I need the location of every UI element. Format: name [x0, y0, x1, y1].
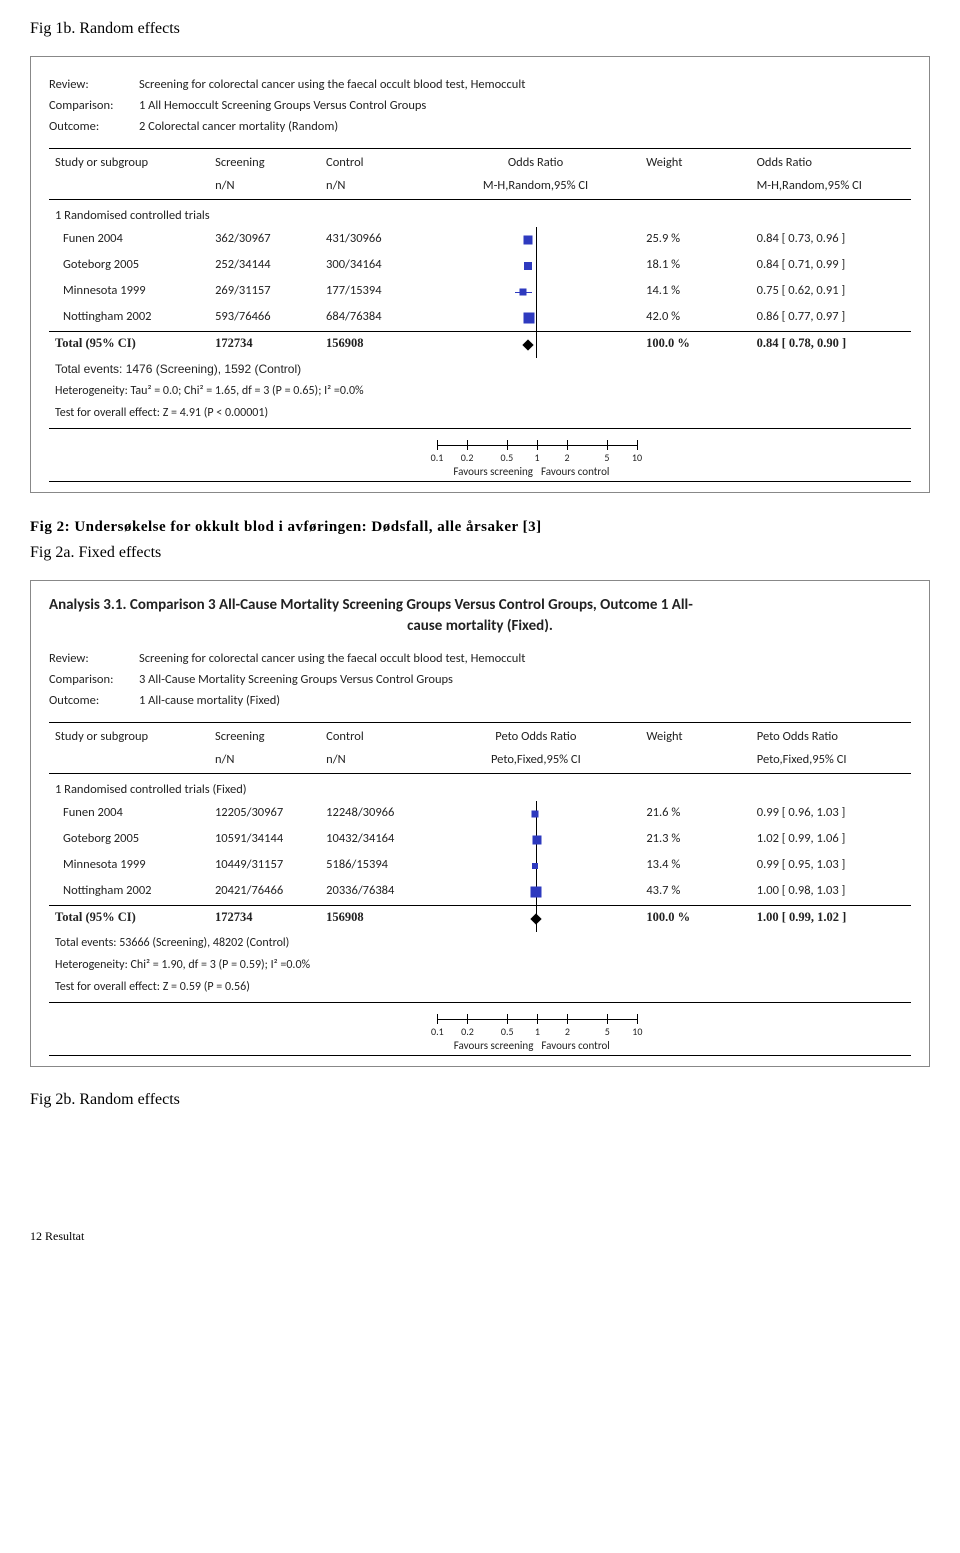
note-5: Heterogeneity: Chi² = 1.90, df = 3 (P = …: [49, 954, 911, 976]
total-label: Total (95% CI): [49, 332, 209, 359]
total-ctl: 156908: [320, 332, 431, 359]
total-scr-2: 172734: [209, 906, 320, 933]
forest-table-1: Study or subgroup Screening Control Odds…: [49, 148, 911, 482]
forest-plot-box-1: Review:Screening for colorectal cancer u…: [30, 56, 930, 493]
effect-sub: M-H,Random,95% CI: [431, 174, 640, 200]
meta-review-label-2: Review:: [49, 651, 139, 666]
col-effect: Odds Ratio: [431, 149, 640, 175]
col-ci: Odds Ratio: [751, 149, 911, 175]
col-study-2: Study or subgroup: [49, 723, 209, 749]
note-1: Total events: 1476 (Screening), 1592 (Co…: [49, 358, 911, 380]
effect-sub-2: Peto,Fixed,95% CI: [431, 748, 640, 774]
meta-out-label: Outcome:: [49, 119, 139, 134]
nN-4: n/N: [320, 748, 431, 774]
meta-review-val-2: Screening for colorectal cancer using th…: [139, 651, 525, 666]
table-row: Nottingham 200220421/7646620336/7638443.…: [49, 879, 911, 906]
col-ci-2: Peto Odds Ratio: [751, 723, 911, 749]
analysis-title: Analysis 3.1. Comparison 3 All-Cause Mor…: [49, 595, 911, 637]
col-ctl-2: Control: [320, 723, 431, 749]
subgroup-1: 1 Randomised controlled trials: [49, 200, 911, 228]
meta-out-label-2: Outcome:: [49, 693, 139, 708]
meta-review-val: Screening for colorectal cancer using th…: [139, 77, 525, 92]
meta-comp-label-2: Comparison:: [49, 672, 139, 687]
col-scr-2: Screening: [209, 723, 320, 749]
forest-plot-box-2: Analysis 3.1. Comparison 3 All-Cause Mor…: [30, 580, 930, 1067]
table-row: Minnesota 1999269/31157177/1539414.1 %0.…: [49, 279, 911, 305]
meta-comp-label: Comparison:: [49, 98, 139, 113]
col-scr: Screening: [209, 149, 320, 175]
note-4: Total events: 53666 (Screening), 48202 (…: [49, 932, 911, 954]
total-wt: 100.0 %: [640, 332, 751, 359]
table-row: Goteborg 2005252/34144300/3416418.1 %0.8…: [49, 253, 911, 279]
fig2a-caption: Fig 2a. Fixed effects: [30, 544, 930, 562]
page-footer: 12 Resultat: [30, 1229, 930, 1244]
effect-sub-r-2: Peto,Fixed,95% CI: [751, 748, 911, 774]
note-3: Test for overall effect: Z = 4.91 (P < 0…: [49, 402, 911, 429]
total-scr: 172734: [209, 332, 320, 359]
nN-2: n/N: [320, 174, 431, 200]
col-effect-2: Peto Odds Ratio: [431, 723, 640, 749]
col-ctl: Control: [320, 149, 431, 175]
meta-comp-val: 1 All Hemoccult Screening Groups Versus …: [139, 98, 426, 113]
nN-1: n/N: [209, 174, 320, 200]
meta-out-val: 2 Colorectal cancer mortality (Random): [139, 119, 338, 134]
col-study: Study or subgroup: [49, 149, 209, 175]
table-row: Minnesota 199910449/311575186/1539413.4 …: [49, 853, 911, 879]
meta-comp-val-2: 3 All-Cause Mortality Screening Groups V…: [139, 672, 453, 687]
table-row: Nottingham 2002593/76466684/7638442.0 %0…: [49, 305, 911, 332]
col-wt: Weight: [640, 149, 751, 175]
total-ctl-2: 156908: [320, 906, 431, 933]
effect-sub-r: M-H,Random,95% CI: [751, 174, 911, 200]
fig2b-caption: Fig 2b. Random effects: [30, 1091, 930, 1109]
note-2: Heterogeneity: Tau² = 0.0; Chi² = 1.65, …: [49, 380, 911, 402]
table-row: Goteborg 200510591/3414410432/3416421.3 …: [49, 827, 911, 853]
table-row: Funen 2004362/30967431/3096625.9 %0.84 […: [49, 227, 911, 253]
meta-review-label: Review:: [49, 77, 139, 92]
total-wt-2: 100.0 %: [640, 906, 750, 933]
meta-out-val-2: 1 All-cause mortality (Fixed): [139, 693, 280, 708]
subgroup-2: 1 Randomised controlled trials (Fixed): [49, 774, 911, 802]
forest-table-2: Study or subgroup Screening Control Peto…: [49, 722, 911, 1056]
fig2-title: Fig 2: Undersøkelse for okkult blod i av…: [30, 519, 930, 536]
fig1b-caption: Fig 1b. Random effects: [30, 20, 930, 38]
total-ci-2: 1.00 [ 0.99, 1.02 ]: [751, 906, 911, 933]
table-row: Funen 200412205/3096712248/3096621.6 %0.…: [49, 801, 911, 827]
total-ci: 0.84 [ 0.78, 0.90 ]: [751, 332, 911, 359]
nN-3: n/N: [209, 748, 320, 774]
note-6: Test for overall effect: Z = 0.59 (P = 0…: [49, 976, 911, 1003]
total-label-2: Total (95% CI): [49, 906, 209, 933]
col-wt-2: Weight: [640, 723, 750, 749]
